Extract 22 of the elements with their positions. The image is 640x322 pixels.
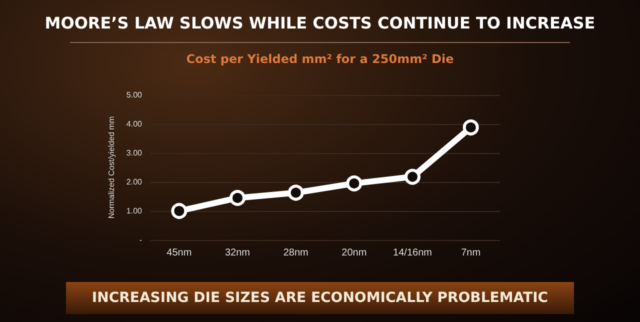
x-tick-label: 45nm — [166, 248, 192, 258]
chart-subtitle: Cost per Yielded mm² for a 250mm² Die — [186, 52, 454, 66]
x-tick-label: 32nm — [224, 248, 250, 258]
point — [288, 184, 304, 201]
chart-title: MOORE’S LAW SLOWS WHILE COSTS CONTINUE TO INCREASE — [44, 14, 596, 32]
x-tick-label: 14/16nm — [393, 248, 432, 258]
point — [346, 175, 362, 192]
y-tick-label: 1.00 — [126, 206, 143, 216]
y-tick-label: 3.00 — [126, 148, 143, 158]
y-axis-title: Normalized Cost/yielded mm — [107, 116, 116, 219]
x-tick-label: 7nm — [461, 248, 481, 258]
point — [230, 190, 246, 206]
x-tick-label: 20nm — [342, 248, 367, 258]
y-tick-label: 5.00 — [126, 90, 143, 100]
y-tick-label: 2.00 — [126, 178, 143, 186]
point — [462, 119, 479, 136]
point — [171, 203, 188, 219]
y-tick-label: - — [139, 236, 142, 244]
y-tick-label: 4.00 — [126, 120, 143, 128]
text: INCREASING DIE SIZES ARE ECONOMICALLY PROBLEMATIC — [66, 282, 574, 314]
x-tick-label: 28nm — [283, 248, 308, 258]
point — [404, 168, 420, 185]
